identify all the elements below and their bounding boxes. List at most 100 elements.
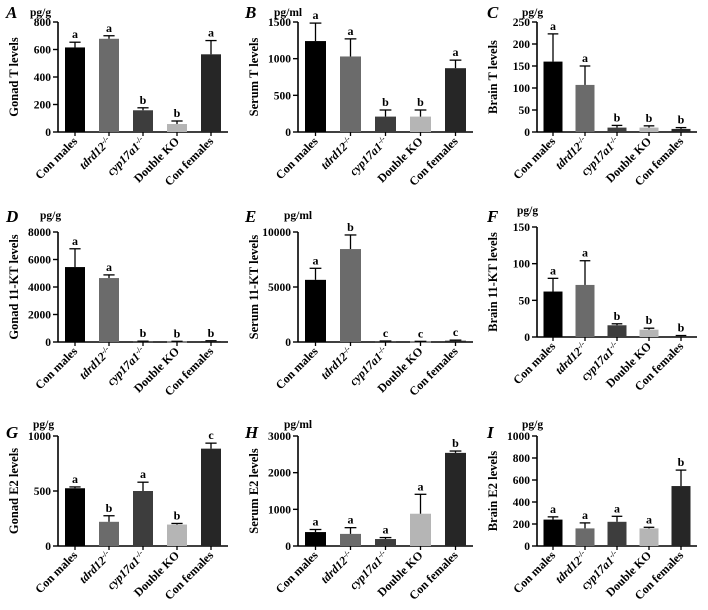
significance-label: b: [646, 313, 653, 327]
bar: [99, 38, 119, 132]
bar: [639, 127, 659, 132]
bar: [445, 68, 466, 132]
y-tick-label: 100: [513, 83, 531, 95]
bar: [167, 524, 187, 546]
y-tick-label: 100: [513, 259, 531, 271]
bar: [575, 284, 595, 337]
significance-label: c: [383, 326, 389, 340]
y-tick-label: 1500: [268, 17, 291, 29]
category-label: Con males: [32, 134, 80, 182]
significance-label: b: [646, 111, 653, 125]
significance-label: b: [417, 95, 424, 109]
bar: [445, 340, 466, 342]
category-label: Con males: [510, 134, 558, 182]
bar: [607, 325, 627, 337]
significance-label: a: [106, 21, 112, 35]
y-tick-label: 0: [285, 337, 291, 349]
significance-label: b: [174, 326, 181, 340]
significance-label: b: [678, 113, 685, 127]
y-tick-label: 250: [513, 17, 531, 29]
y-axis-label: Brain E2 levels: [486, 451, 500, 532]
y-tick-label: 0: [524, 127, 530, 139]
bar: [99, 278, 119, 342]
y-tick-label: 0: [45, 337, 51, 349]
category-label: Con males: [510, 339, 558, 387]
significance-label: a: [550, 19, 556, 33]
significance-label: a: [418, 479, 424, 493]
bar: [201, 341, 221, 342]
y-tick-label: 800: [34, 17, 52, 29]
unit-label: pg/ml: [284, 210, 312, 222]
panel-letter: D: [5, 207, 18, 226]
y-tick-label: 150: [513, 61, 531, 73]
significance-label: b: [678, 455, 685, 469]
bar: [65, 47, 85, 132]
y-tick-label: 0: [45, 127, 51, 139]
significance-label: a: [208, 26, 214, 40]
bar: [99, 521, 119, 546]
y-tick-label: 2000: [268, 468, 291, 480]
y-tick-label: 200: [34, 100, 52, 112]
y-axis-label: Serum 11-KT levels: [247, 235, 261, 340]
significance-label: b: [174, 508, 181, 522]
bar: [201, 448, 221, 546]
unit-label: pg/g: [30, 7, 51, 19]
bar: [671, 486, 691, 546]
significance-label: b: [614, 110, 621, 124]
significance-label: a: [72, 234, 78, 248]
bar: [543, 61, 563, 132]
significance-label: a: [582, 51, 588, 65]
bar: [305, 279, 326, 342]
bar: [671, 336, 691, 338]
bar: [340, 533, 361, 546]
significance-label: a: [313, 515, 319, 529]
significance-label: b: [614, 309, 621, 323]
bar: [671, 128, 691, 132]
significance-label: a: [550, 263, 556, 277]
y-axis-label: Brain 11-KT levels: [486, 232, 500, 332]
y-tick-label: 800: [513, 453, 531, 465]
y-tick-label: 0: [524, 541, 530, 553]
significance-label: b: [382, 95, 389, 109]
y-axis-label: Gonad 11-KT levels: [7, 234, 21, 339]
significance-label: b: [140, 93, 147, 107]
panel-letter: A: [5, 3, 17, 22]
y-tick-label: 5000: [268, 282, 291, 294]
y-tick-label: 400: [513, 497, 531, 509]
category-label: Con males: [273, 344, 321, 392]
bar: [375, 341, 396, 343]
bar: [305, 532, 326, 546]
bar: [543, 291, 563, 337]
significance-label: b: [174, 106, 181, 120]
y-tick-label: 200: [513, 39, 531, 51]
y-tick-label: 1000: [28, 431, 51, 443]
bar: [340, 249, 361, 342]
bar: [340, 56, 361, 132]
panel-letter: E: [244, 207, 256, 226]
category-label: Con males: [32, 344, 80, 392]
significance-label: a: [582, 508, 588, 522]
category-label: Con males: [32, 548, 80, 596]
significance-label: a: [72, 472, 78, 486]
significance-label: a: [550, 502, 556, 516]
significance-label: a: [140, 467, 146, 481]
significance-label: b: [678, 321, 685, 335]
significance-label: a: [348, 513, 354, 527]
bar: [65, 488, 85, 546]
y-tick-label: 10000: [262, 227, 291, 239]
significance-label: c: [453, 325, 459, 339]
y-tick-label: 150: [513, 222, 531, 234]
bar: [639, 528, 659, 546]
unit-label: pg/g: [517, 205, 538, 217]
y-tick-label: 0: [45, 541, 51, 553]
y-tick-label: 8000: [28, 227, 51, 239]
category-label: Con males: [273, 134, 321, 182]
y-tick-label: 4000: [28, 282, 51, 294]
y-tick-label: 0: [285, 541, 291, 553]
